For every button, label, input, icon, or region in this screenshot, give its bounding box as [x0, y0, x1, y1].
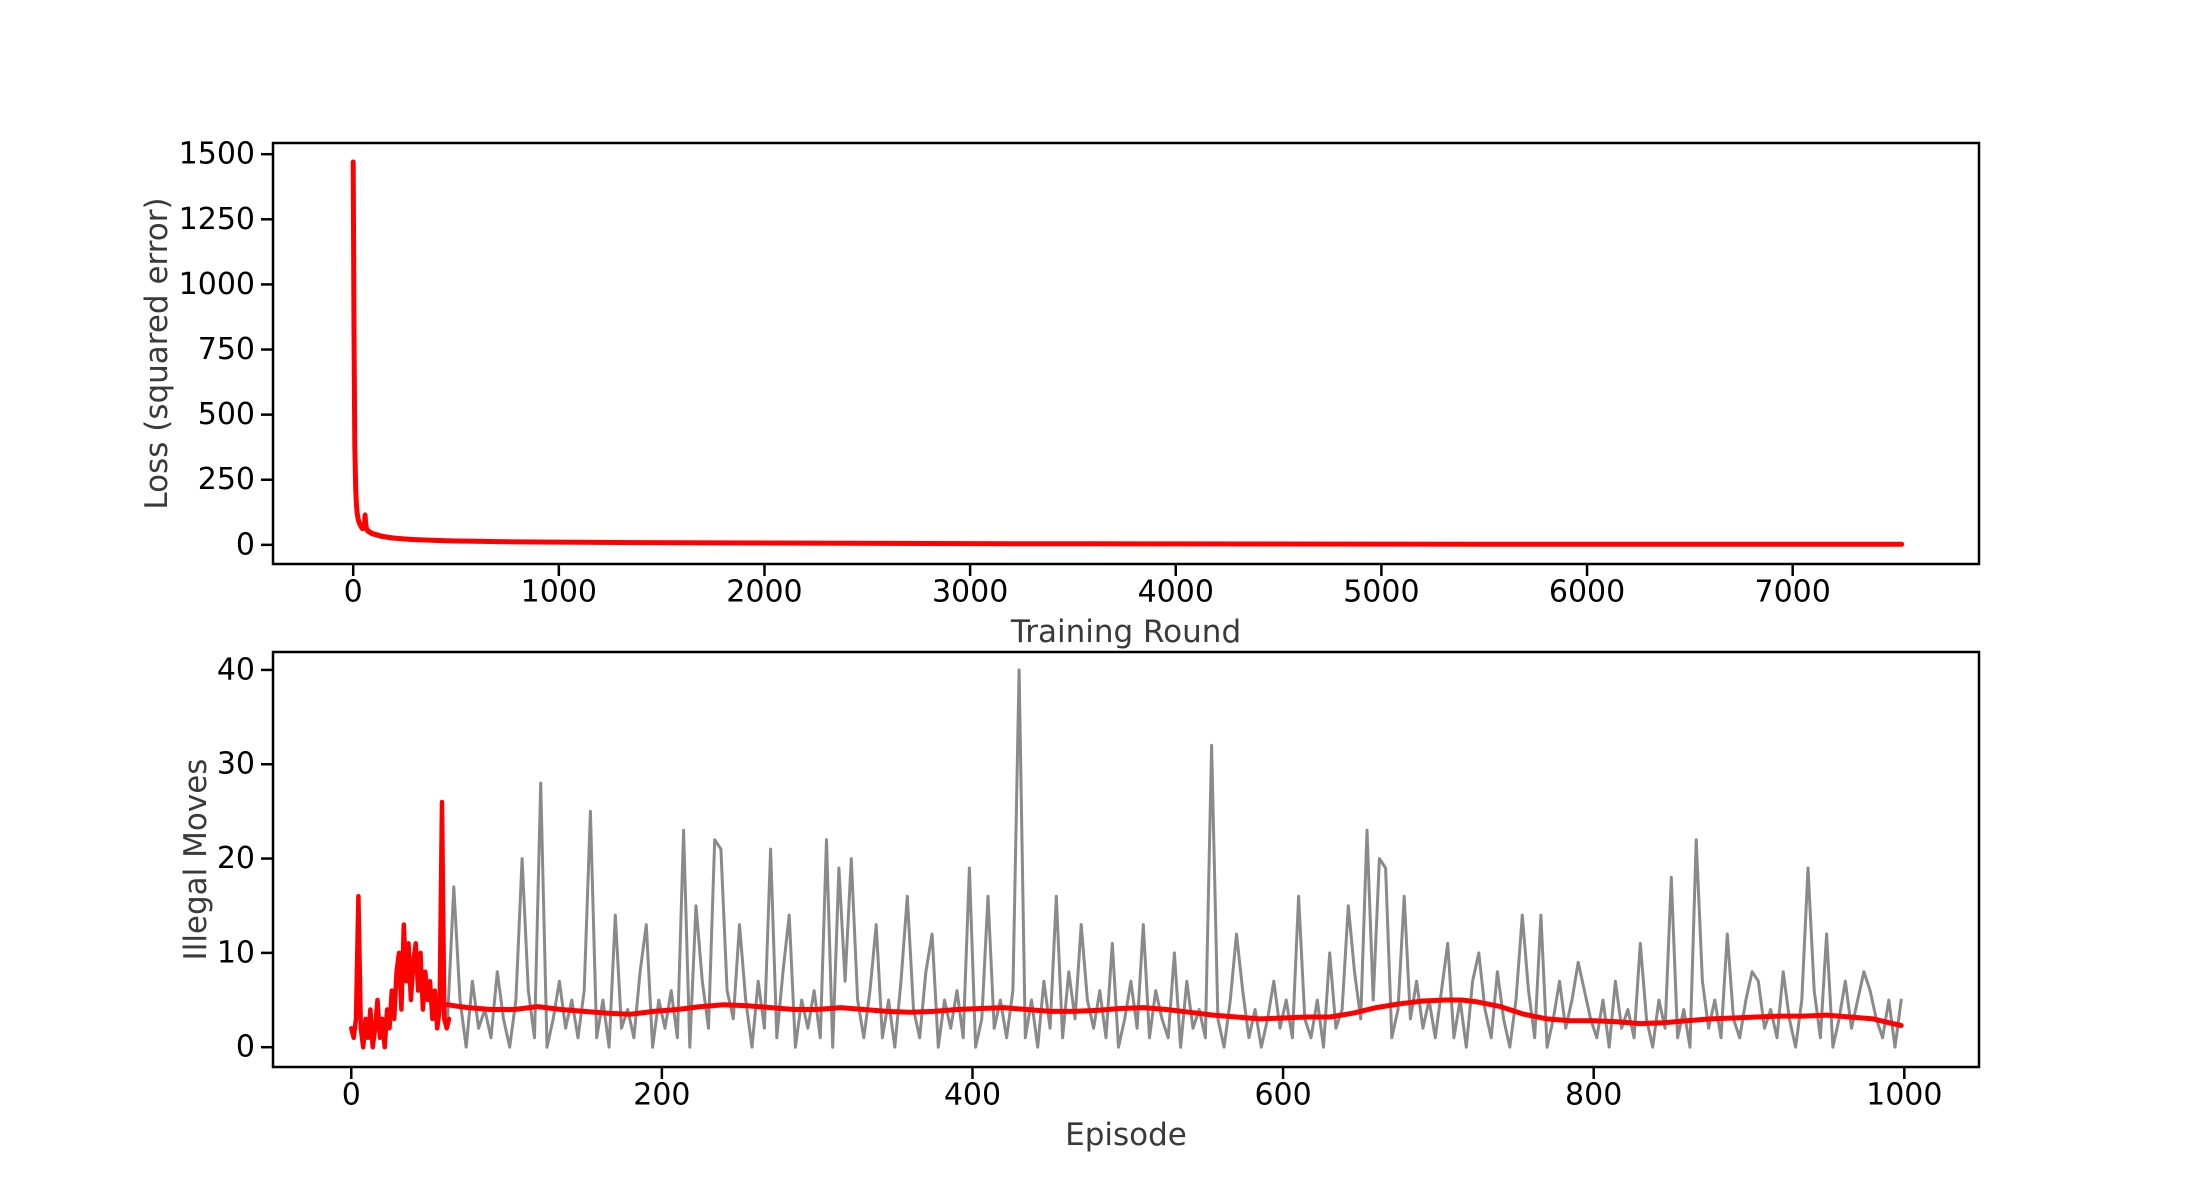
bottom-plot: 0 200 400 600 800 1000 0 10 20 30 40 Episode Illegal… — [178, 650, 1981, 1153]
raw-loss-line — [351, 178, 1904, 546]
x-tick-label: 1000 — [521, 575, 597, 610]
x-tick-label: 2000 — [726, 575, 802, 610]
y-tick-label: 0 — [236, 527, 255, 562]
y-tick-label: 20 — [217, 841, 255, 876]
x-tick-label: 3000 — [932, 575, 1008, 610]
y-tick-label: 500 — [198, 397, 255, 432]
y-tick-label: 1250 — [179, 202, 255, 237]
x-tick-label: 800 — [1565, 1078, 1622, 1113]
x-tick-label: 200 — [633, 1078, 690, 1113]
y-axis-label: Illegal Moves — [178, 759, 214, 961]
x-axis-label: Episode — [1065, 1117, 1187, 1153]
early-episodes-raw-line — [349, 799, 452, 1050]
x-tick-label: 0 — [342, 1078, 361, 1113]
x-tick-label: 4000 — [1138, 575, 1214, 610]
y-axis-label: Loss (squared error) — [139, 197, 175, 509]
y-tick-label: 30 — [217, 747, 255, 782]
x-tick-label: 6000 — [1549, 575, 1625, 610]
x-tick-label: 0 — [344, 575, 363, 610]
x-tick-label: 600 — [1254, 1078, 1311, 1113]
smoothed-loss-line — [350, 159, 1905, 547]
x-tick-label: 7000 — [1755, 575, 1831, 610]
y-tick-label: 10 — [217, 935, 255, 970]
raw-illegal-moves-line — [446, 668, 1903, 1049]
y-tick-label: 40 — [217, 652, 255, 687]
y-tick-label: 250 — [198, 462, 255, 497]
x-axis-label: Training Round — [1010, 614, 1241, 650]
x-tick-label: 5000 — [1343, 575, 1419, 610]
y-tick-label: 750 — [198, 332, 255, 367]
smoothed-illegal-moves-line — [445, 997, 1904, 1028]
x-tick-label: 400 — [944, 1078, 1001, 1113]
y-tick-label: 1500 — [179, 137, 255, 172]
top-plot: 0 1000 2000 3000 4000 5000 6000 7000 0 250 500 750 1… — [139, 137, 1981, 650]
y-tick-label: 0 — [236, 1030, 255, 1065]
x-tick-label: 1000 — [1866, 1078, 1942, 1113]
plot-border — [271, 141, 1981, 566]
y-tick-label: 1000 — [179, 267, 255, 302]
